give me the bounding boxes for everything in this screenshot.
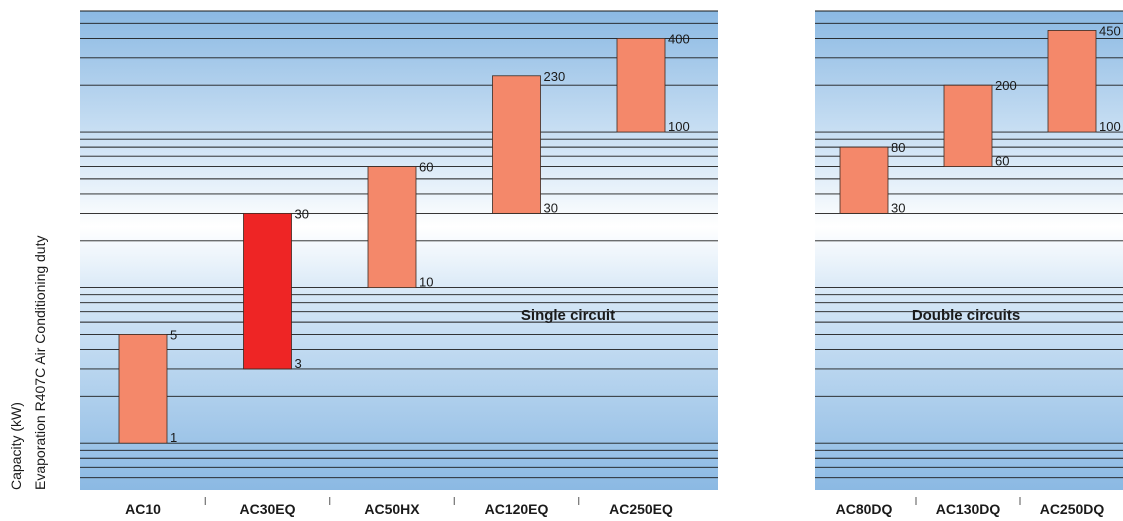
- range-bar-ac250eq: [616, 37, 666, 133]
- range-bar-ac130dq: [943, 84, 993, 167]
- category-label: AC250EQ: [609, 501, 673, 517]
- y-axis-label-line-2: Evaporation R407C Air Conditioning duty: [32, 236, 48, 491]
- range-bar-ac120eq: [492, 75, 541, 214]
- bar-max-label: 80: [891, 140, 905, 155]
- bar-min-label: 3: [295, 356, 302, 371]
- range-bar-ac50hx: [367, 166, 417, 289]
- bar-min-label: 30: [891, 200, 905, 215]
- range-bar-ac30eq: [243, 212, 292, 370]
- bar-min-label: 100: [668, 119, 690, 134]
- bar-min-label: 1: [170, 430, 177, 445]
- bar-max-label: 60: [419, 160, 433, 175]
- y-axis-label-line-1: Capacity (kW): [8, 402, 24, 490]
- category-label: AC30EQ: [239, 501, 295, 517]
- category-label: AC250DQ: [1040, 501, 1105, 517]
- category-label: AC10: [125, 501, 161, 517]
- range-bar-ac80dq: [839, 146, 889, 214]
- category-label: AC80DQ: [836, 501, 893, 517]
- category-label: AC130DQ: [936, 501, 1001, 517]
- bar-max-label: 230: [544, 69, 566, 84]
- y-axis-label: Capacity (kW) Evaporation R407C Air Cond…: [8, 236, 48, 491]
- bar-min-label: 60: [995, 154, 1009, 169]
- bar-max-label: 200: [995, 78, 1017, 93]
- panel-label: Double circuits: [912, 307, 1020, 324]
- bar-min-label: 30: [544, 200, 558, 215]
- bar-max-label: 5: [170, 327, 177, 342]
- category-label: AC50HX: [364, 501, 420, 517]
- bar-min-label: 10: [419, 275, 433, 290]
- bar-max-label: 450: [1099, 23, 1121, 38]
- bar-min-label: 100: [1099, 119, 1121, 134]
- category-label: AC120EQ: [485, 501, 549, 517]
- range-bar-ac10: [118, 334, 168, 444]
- bar-max-label: 400: [668, 31, 690, 46]
- bar-max-label: 30: [295, 206, 309, 221]
- range-bar-ac250dq: [1047, 30, 1097, 133]
- panel-label: Single circuit: [521, 307, 615, 324]
